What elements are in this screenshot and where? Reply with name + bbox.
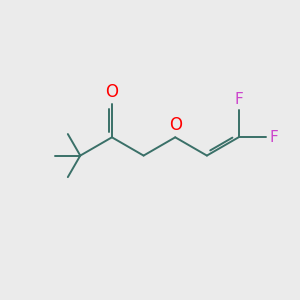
Text: F: F — [234, 92, 243, 107]
Text: F: F — [269, 130, 278, 145]
Text: O: O — [169, 116, 182, 134]
Text: O: O — [105, 83, 119, 101]
